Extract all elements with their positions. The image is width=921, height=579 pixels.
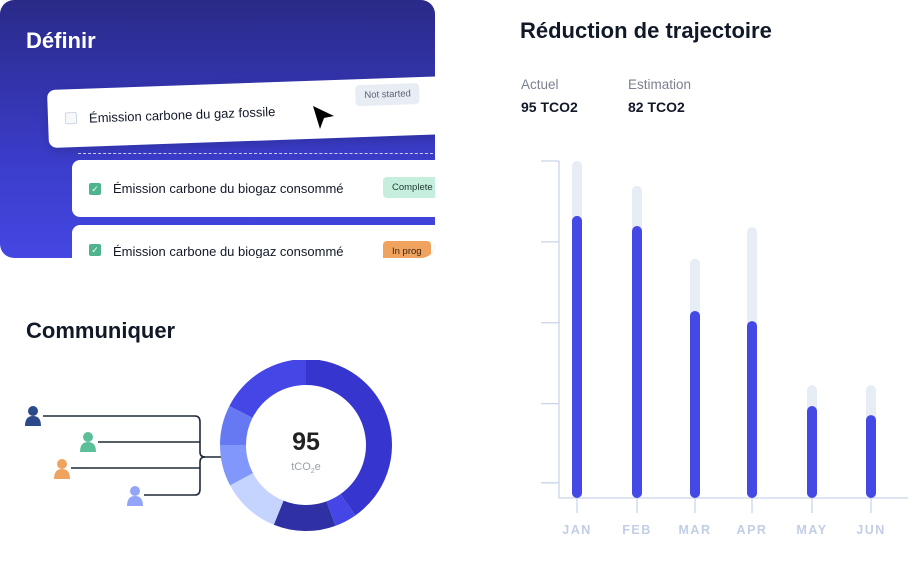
- donut-segment: [306, 360, 393, 516]
- x-tick-label: JUN: [856, 523, 886, 537]
- x-tick-label: FEB: [622, 523, 652, 537]
- x-tick-label: JAN: [562, 523, 592, 537]
- x-tick-label: MAY: [796, 523, 828, 537]
- donut-unit: tCO2e: [256, 461, 356, 475]
- bar-actual: [690, 310, 700, 498]
- person-icon: [54, 459, 70, 479]
- actuel-label: Actuel: [521, 77, 559, 92]
- person-icon: [25, 406, 41, 426]
- bar-actual: [572, 215, 582, 498]
- checkbox-checked-icon[interactable]: ✓: [89, 244, 101, 256]
- mouse-pointer-icon: [313, 106, 334, 129]
- task-card[interactable]: ✓ Émission carbone du biogaz consommé Co…: [72, 160, 435, 217]
- unit-text: tCO: [291, 461, 311, 473]
- status-badge: In prog: [383, 241, 431, 258]
- checkbox-checked-icon[interactable]: ✓: [89, 182, 101, 195]
- actuel-value: 95 TCO2: [521, 99, 578, 115]
- bar-actual: [807, 405, 817, 498]
- task-card[interactable]: ✓ Émission carbone du biogaz consommé In…: [72, 225, 435, 258]
- person-icon: [127, 486, 143, 506]
- x-tick-label: APR: [736, 523, 768, 537]
- task-label: Émission carbone du biogaz consommé: [113, 244, 344, 258]
- donut-segment: [273, 500, 336, 531]
- bar-actual: [747, 321, 757, 498]
- bar-actual: [632, 226, 642, 498]
- donut-segment: [230, 473, 284, 525]
- estimation-label: Estimation: [628, 77, 692, 92]
- task-label: Émission carbone du biogaz consommé: [113, 181, 344, 196]
- communication-diagram: [25, 360, 393, 531]
- donut-value: 95: [292, 428, 320, 456]
- unit-subscript: 2: [310, 468, 315, 476]
- donut-segment: [220, 445, 254, 486]
- donut-segment: [220, 405, 253, 445]
- bar-actual: [866, 415, 876, 498]
- estimation-value: 82 TCO2: [628, 99, 685, 115]
- definir-title: Définir: [26, 28, 96, 53]
- drop-indicator: [78, 153, 435, 154]
- reduction-title: Réduction de trajectoire: [520, 18, 772, 43]
- status-badge: Complete: [383, 177, 435, 198]
- donut-segment: [326, 494, 356, 526]
- communiquer-title: Communiquer: [26, 318, 176, 343]
- unit-suffix: e: [314, 461, 321, 473]
- definir-panel: Définir Émission carbone du gaz fossile …: [0, 0, 435, 258]
- donut-chart: [220, 360, 393, 531]
- person-icon: [80, 432, 96, 452]
- x-tick-label: MAR: [678, 523, 712, 537]
- donut-segment: [229, 360, 306, 418]
